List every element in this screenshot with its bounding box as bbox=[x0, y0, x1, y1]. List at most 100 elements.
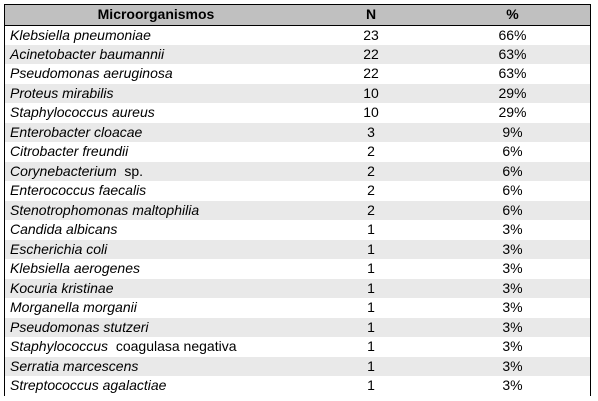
table-row: Escherichia coli 1 3% bbox=[5, 239, 590, 260]
percent-cell: 9% bbox=[502, 123, 523, 140]
organism-name: Enterococcus faecalis bbox=[10, 182, 147, 199]
organism-cell: Klebsiella aerogenes bbox=[5, 259, 307, 279]
organism-cell: Klebsiella pneumoniae bbox=[5, 25, 307, 45]
count-cell: 22 bbox=[363, 65, 379, 82]
table-row: Serratia marcescens 1 3% bbox=[5, 356, 590, 377]
percent-cell: 3% bbox=[502, 318, 523, 335]
percent-cell: 3% bbox=[502, 279, 523, 296]
organism-name: Pseudomonas aeruginosa bbox=[10, 65, 173, 82]
percent-cell: 6% bbox=[502, 182, 523, 199]
header-microorganisms: Microorganismos bbox=[5, 5, 307, 26]
count-cell: 3 bbox=[367, 123, 375, 140]
organism-cell: Enterococcus faecalis bbox=[5, 181, 307, 201]
organism-name: Kocuria kristinae bbox=[10, 279, 114, 296]
organism-name: Escherichia coli bbox=[10, 240, 108, 257]
count-cell: 1 bbox=[367, 279, 375, 296]
organism-qualifier: sp. bbox=[124, 162, 144, 179]
count-cell: 1 bbox=[367, 240, 375, 257]
percent-cell: 29% bbox=[498, 104, 527, 121]
organism-cell: Citrobacter freundii bbox=[5, 142, 307, 162]
table-body: Klebsiella pneumoniae 23 66% Acinetobacter … bbox=[5, 25, 590, 396]
percent-cell: 3% bbox=[502, 338, 523, 355]
count-cell: 1 bbox=[367, 299, 375, 316]
organism-name: Stenotrophomonas maltophilia bbox=[10, 201, 200, 218]
organism-name: Staphylococcus aureus bbox=[10, 104, 155, 121]
percent-cell: 3% bbox=[502, 221, 523, 238]
table-row: Citrobacter freundii 2 6% bbox=[5, 142, 590, 162]
table-row: Streptococcus agalactiae 1 3% bbox=[5, 376, 590, 396]
count-cell: 1 bbox=[367, 377, 375, 394]
count-cell: 1 bbox=[367, 318, 375, 335]
table-row: Pseudomonas aeruginosa 22 63% bbox=[5, 64, 590, 84]
percent-cell: 6% bbox=[502, 162, 523, 179]
organism-qualifier: coagulasa negativa bbox=[115, 338, 237, 355]
organism-cell: Pseudomonas stutzeri bbox=[5, 318, 307, 338]
organism-cell: Candida albicans bbox=[5, 220, 307, 240]
organism-name: Klebsiella pneumoniae bbox=[10, 26, 151, 43]
percent-cell: 66% bbox=[498, 26, 527, 43]
count-cell: 2 bbox=[367, 201, 375, 218]
organism-name: Acinetobacter baumannii bbox=[10, 45, 165, 62]
percent-cell: 3% bbox=[502, 299, 523, 316]
organism-cell: Kocuria kristinae bbox=[5, 279, 307, 299]
table-row: Acinetobacter baumannii 22 63% bbox=[5, 44, 590, 65]
count-cell: 2 bbox=[367, 182, 375, 199]
organism-name: Morganella morganii bbox=[10, 299, 137, 316]
table-row: Stenotrophomonas maltophilia 2 6% bbox=[5, 200, 590, 221]
table-header-row: Microorganismos N % bbox=[5, 5, 590, 26]
percent-cell: 29% bbox=[498, 84, 527, 101]
table-row: Enterobacter cloacae 3 9% bbox=[5, 122, 590, 143]
organism-cell: Streptococcus agalactiae bbox=[5, 376, 307, 396]
organism-name: Corynebacterium bbox=[10, 162, 117, 179]
table-row: Enterococcus faecalis 2 6% bbox=[5, 181, 590, 201]
table-row: Staphylococcus coagulasa negativa 1 3% bbox=[5, 337, 590, 357]
percent-cell: 3% bbox=[502, 260, 523, 277]
organism-cell: Proteus mirabilis bbox=[5, 84, 307, 104]
organism-cell: Escherichia coli bbox=[5, 240, 307, 260]
count-cell: 10 bbox=[363, 104, 379, 121]
table-row: Klebsiella pneumoniae 23 66% bbox=[5, 25, 590, 45]
percent-cell: 3% bbox=[502, 377, 523, 394]
percent-cell: 63% bbox=[498, 45, 527, 62]
organism-name: Candida albicans bbox=[10, 221, 118, 238]
count-cell: 2 bbox=[367, 143, 375, 160]
header-percent: % bbox=[435, 5, 590, 26]
organism-cell: Morganella morganii bbox=[5, 298, 307, 318]
organism-cell: Staphylococcus coagulasa negativa bbox=[5, 337, 307, 357]
count-cell: 1 bbox=[367, 221, 375, 238]
organism-cell: Staphylococcus aureus bbox=[5, 103, 307, 123]
percent-cell: 3% bbox=[502, 357, 523, 374]
table-row: Kocuria kristinae 1 3% bbox=[5, 278, 590, 299]
organism-name: Proteus mirabilis bbox=[10, 84, 114, 101]
count-cell: 2 bbox=[367, 162, 375, 179]
organism-name: Streptococcus agalactiae bbox=[10, 377, 167, 394]
organism-name: Serratia marcescens bbox=[10, 357, 139, 374]
count-cell: 1 bbox=[367, 338, 375, 355]
table-row: Pseudomonas stutzeri 1 3% bbox=[5, 317, 590, 338]
table-row: Staphylococcus aureus 10 29% bbox=[5, 103, 590, 123]
header-n: N bbox=[307, 5, 435, 26]
table-row: Candida albicans 1 3% bbox=[5, 220, 590, 240]
percent-cell: 63% bbox=[498, 65, 527, 82]
organism-cell: Acinetobacter baumannii bbox=[5, 45, 307, 65]
organism-cell: Serratia marcescens bbox=[5, 357, 307, 377]
count-cell: 10 bbox=[363, 84, 379, 101]
count-cell: 22 bbox=[363, 45, 379, 62]
organism-name: Staphylococcus bbox=[10, 338, 109, 355]
organism-cell: Corynebacterium sp. bbox=[5, 162, 307, 182]
table-row: Klebsiella aerogenes 1 3% bbox=[5, 259, 590, 279]
organism-cell: Enterobacter cloacae bbox=[5, 123, 307, 143]
count-cell: 23 bbox=[363, 26, 379, 43]
organism-cell: Pseudomonas aeruginosa bbox=[5, 64, 307, 84]
percent-cell: 6% bbox=[502, 143, 523, 160]
organism-name: Klebsiella aerogenes bbox=[10, 260, 140, 277]
table-row: Proteus mirabilis 10 29% bbox=[5, 83, 590, 104]
table-row: Corynebacterium sp. 2 6% bbox=[5, 161, 590, 182]
table-row: Morganella morganii 1 3% bbox=[5, 298, 590, 318]
organism-name: Pseudomonas stutzeri bbox=[10, 318, 149, 335]
count-cell: 1 bbox=[367, 260, 375, 277]
microorganism-table-frame: Microorganismos N % Klebsiella pneumonia… bbox=[4, 4, 591, 396]
organism-name: Enterobacter cloacae bbox=[10, 123, 143, 140]
microorganism-table: Microorganismos N % Klebsiella pneumonia… bbox=[5, 5, 590, 396]
organism-cell: Stenotrophomonas maltophilia bbox=[5, 201, 307, 221]
